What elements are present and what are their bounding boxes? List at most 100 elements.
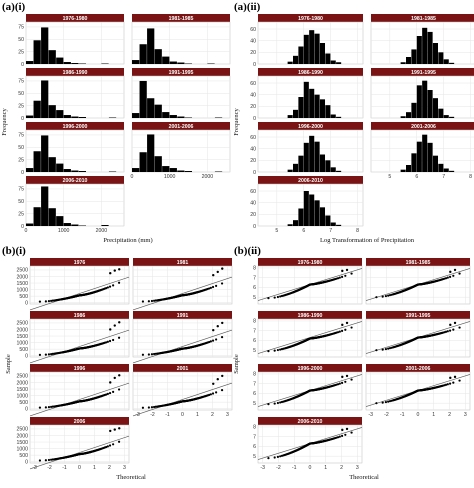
bi-outlier-1-0 (212, 273, 215, 277)
bi-ytick-6-1: 500 (19, 453, 28, 459)
aii-bar-0-5 (314, 33, 320, 64)
bii-ytick-2-2: 7 (253, 328, 256, 334)
bii-ytick-4-3: 8 (253, 372, 256, 378)
bii-ytick-2-3: 8 (253, 319, 256, 325)
bii-point-3-115 (444, 330, 448, 333)
bi-point-2-115 (105, 341, 108, 344)
bi-ytick-0-3: 1500 (16, 281, 28, 287)
bi-x-axis-title: Theoretical (116, 474, 146, 481)
aii-strip-label-1: 1981-1985 (411, 16, 436, 22)
aii-bar-2-6 (319, 99, 326, 118)
bi-ytick-0-5: 2500 (16, 268, 28, 274)
bii-point-5-118 (452, 381, 455, 384)
ai-bar-6-2 (41, 186, 49, 226)
bii-outlier-0-1 (345, 268, 349, 272)
bii-point-3-0 (375, 349, 378, 352)
aii-bar-0-2 (298, 46, 304, 64)
ai-bar-5-7 (184, 171, 193, 172)
bi-ytick-6-2: 1000 (16, 446, 28, 452)
ai-ytick-2-3: 75 (18, 79, 24, 85)
aii-xtick-0-2: 7 (329, 228, 332, 234)
aii-bar-0-8 (330, 60, 336, 64)
bii-strip-3 (366, 311, 470, 319)
aii-strip-label-3: 1991-1995 (411, 70, 436, 76)
bii-outlier-3-1 (453, 321, 457, 325)
bi-reference-line-6 (29, 435, 130, 470)
ai-ytick-6-3: 75 (18, 187, 24, 193)
aii-bar-3-2 (411, 102, 417, 118)
bii-point-0-119 (350, 272, 353, 275)
ai-strip-3 (132, 68, 230, 76)
ai-strip-label-5: 2001-2006 (169, 124, 194, 130)
bi-point-6-117 (108, 444, 112, 447)
bi-point-4-118 (112, 390, 115, 393)
aii-bar-2-2 (298, 97, 304, 118)
ai-bar-3-1 (139, 80, 147, 118)
bii-outlier-5-1 (453, 375, 457, 379)
bii-ytick-6-3: 8 (253, 425, 256, 431)
ai-bar-1-0 (132, 60, 140, 64)
aii-bar-0-4 (309, 30, 315, 65)
bii-point-4-118 (344, 380, 347, 383)
aii-ytick-0-3: 60 (250, 27, 256, 33)
bi-strip-3 (133, 311, 232, 319)
bi-point-3-119 (220, 336, 224, 339)
bi-ytick-6-4: 2000 (16, 433, 28, 439)
bi-xtick-1-1: -2 (150, 412, 155, 418)
aii-xtick-1-2: 7 (442, 174, 445, 180)
aii-strip-label-5: 2001-2006 (411, 124, 436, 130)
aii-bar-0-7 (325, 53, 331, 64)
aii-bar-4-5 (314, 141, 320, 172)
bii-strip-2 (258, 311, 362, 319)
aii-ytick-4-1: 20 (250, 158, 256, 164)
bii-point-3-1 (381, 348, 384, 351)
aii-xtick-1-3: 8 (469, 174, 472, 180)
bii-point-5-3 (387, 400, 390, 403)
ai-bar-2-6 (71, 116, 79, 118)
aii-bar-6-4 (309, 194, 315, 226)
aii-bar-3-4 (422, 80, 428, 118)
ai-bar-2-3 (48, 105, 56, 118)
aii-bar-5-0 (400, 169, 406, 172)
aii-ytick-0-2: 40 (250, 38, 256, 44)
ai-bar-4-7 (78, 171, 87, 172)
bii-point-3-3 (387, 347, 390, 350)
bi-point-2-2 (47, 353, 51, 356)
ai-ytick-4-3: 75 (18, 133, 24, 139)
bi-reference-line-4 (29, 382, 130, 417)
bii-strip-5 (366, 364, 470, 372)
ai-xtick-1-0: 0 (131, 174, 134, 180)
bii-point-2-3 (279, 348, 282, 351)
aii-bar-3-6 (432, 98, 439, 118)
bi-ytick-6-5: 2500 (16, 427, 28, 433)
panel-label-a-i: (a)(i) (2, 1, 26, 13)
aii-bar-3-3 (416, 85, 422, 118)
ai-bar-1-5 (169, 61, 177, 64)
bi-point-1-2 (150, 299, 154, 303)
bi-point-6-115 (105, 445, 108, 449)
bii-point-4-115 (336, 383, 340, 386)
bi-point-0-3 (50, 299, 53, 302)
bi-point-5-3 (153, 405, 156, 409)
aii-bar-4-6 (319, 154, 326, 172)
bi-outlier-0-1 (113, 269, 116, 272)
aii-xtick-0-0: 5 (275, 228, 278, 234)
aii-strip-5 (371, 122, 474, 130)
bi-xtick-1-5: 2 (211, 412, 214, 418)
aii-bar-3-5 (427, 90, 433, 118)
aii-bar-2-4 (309, 88, 315, 118)
bi-point-6-1 (44, 459, 47, 462)
bi-strip-label-1: 1981 (177, 260, 189, 266)
bi-xtick-0-2: -1 (62, 465, 67, 471)
bii-xtick-0-4: 1 (324, 465, 327, 471)
bi-outlier-5-0 (212, 382, 215, 385)
aii-bar-1-1 (406, 57, 412, 64)
bi-point-5-116 (209, 393, 212, 396)
bi-point-5-119 (220, 389, 224, 392)
bii-point-2-117 (340, 329, 344, 332)
bi-point-1-116 (209, 286, 212, 289)
bii-point-0-3 (279, 295, 282, 298)
aii-strip-label-4: 1996-2000 (298, 124, 323, 130)
bii-xtick-0-6: 3 (356, 465, 359, 471)
bi-point-1-117 (211, 285, 215, 289)
